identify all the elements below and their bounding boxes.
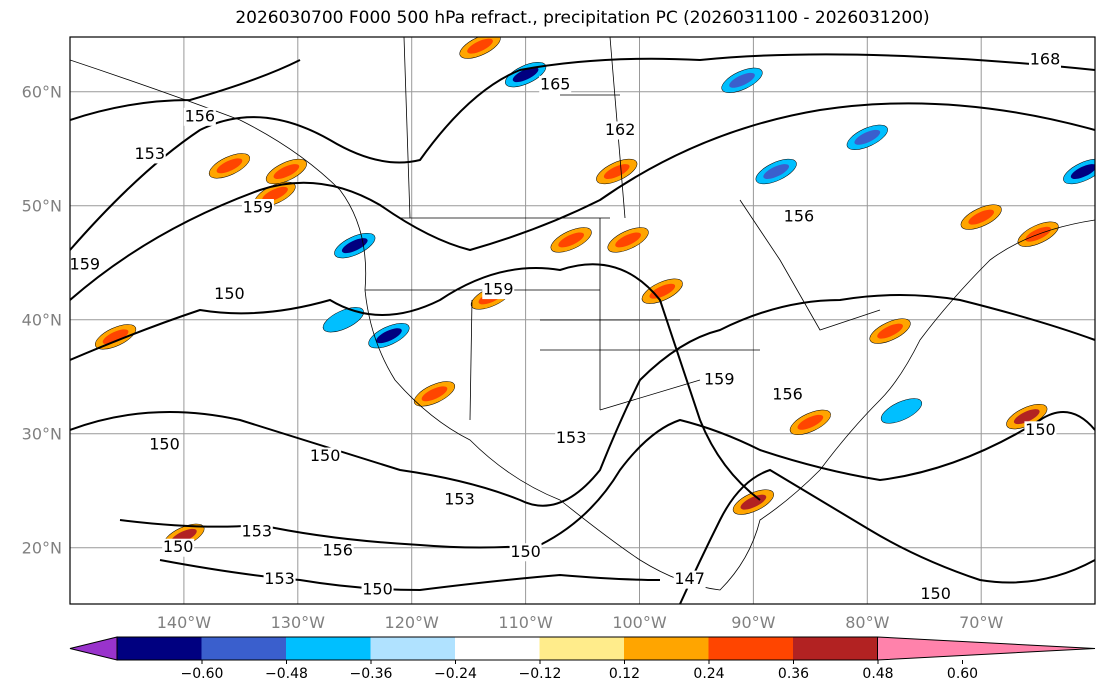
contour-label: 153	[134, 144, 165, 163]
precip-fill-layer	[95, 37, 1095, 549]
contour-label: 156	[772, 384, 803, 403]
contour-label: 150	[510, 542, 541, 561]
lon-tick-label: 80°W	[845, 613, 889, 632]
colorbar-upper-arrow	[877, 636, 1096, 661]
contour-label: 153	[264, 569, 295, 588]
colorbar-segment	[455, 637, 540, 660]
refractivity-contours	[70, 53, 1095, 604]
lon-tick-label: 130°W	[271, 613, 326, 632]
contour-label: 156	[185, 106, 216, 125]
lat-tick-label: 20°N	[22, 539, 62, 558]
colorbar-tick-label: −0.36	[350, 666, 393, 682]
colorbar-tick-label: −0.24	[434, 666, 477, 682]
lon-tick-label: 120°W	[385, 613, 440, 632]
lon-tick-label: 100°W	[612, 613, 667, 632]
contour-label: 168	[1030, 49, 1061, 68]
precip-area	[607, 227, 649, 253]
colorbar-segment	[201, 637, 287, 660]
contour-label: 150	[1025, 420, 1056, 439]
contour-label: 159	[704, 370, 735, 389]
lat-tick-label: 40°N	[22, 311, 62, 330]
contour-labels: 156 153 159 159 150 165 162 168 150 150 153 153 150 1…	[70, 49, 1061, 604]
precip-area	[789, 409, 831, 435]
precip-area	[550, 227, 592, 253]
precip-area	[368, 323, 410, 349]
contour-label: 162	[605, 120, 636, 139]
contour-label: 150	[920, 584, 951, 603]
precip-area	[95, 324, 137, 350]
precip-area	[869, 318, 911, 344]
chart-title: 2026030700 F000 500 hPa refract., precip…	[235, 8, 930, 28]
precip-area	[846, 124, 888, 150]
colorbar-segment	[370, 637, 456, 660]
precip-area	[208, 153, 251, 179]
lat-tick-label: 60°N	[22, 83, 62, 102]
contour-label: 165	[540, 74, 571, 93]
contour-label: 150	[214, 284, 245, 303]
contour-label: 156	[322, 541, 353, 560]
contour-label: 159	[483, 280, 514, 299]
contour-label: 150	[149, 435, 180, 454]
colorbar-segment	[793, 637, 878, 660]
contour-label: 159	[70, 255, 101, 274]
contour-label: 159	[243, 198, 274, 217]
colorbar-lower-arrow	[69, 636, 118, 661]
contour-label: 153	[242, 521, 273, 540]
lat-tick-label: 50°N	[22, 197, 62, 216]
colorbar-segment	[708, 637, 794, 660]
lon-tick-label: 110°W	[498, 613, 553, 632]
colorbar-segment	[117, 637, 202, 660]
colorbar-segment	[539, 637, 625, 660]
colorbar-tick-label: 0.24	[693, 666, 724, 682]
colorbar-tick-label: −0.48	[265, 666, 308, 682]
colorbar-tick-label: 0.60	[947, 666, 978, 682]
lon-tick-label: 70°W	[959, 613, 1003, 632]
precip-area	[755, 158, 797, 185]
precip-area	[1063, 158, 1095, 185]
colorbar-tick-label: 0.36	[778, 666, 809, 682]
contour-label: 156	[784, 207, 815, 226]
precip-area	[322, 307, 364, 333]
contour-label: 150	[310, 446, 341, 465]
precip-area	[596, 158, 638, 185]
contour-label: 150	[163, 537, 194, 556]
gridlines	[70, 37, 1095, 604]
precip-area	[721, 67, 763, 93]
contour-label: 147	[674, 569, 705, 588]
colorbar-segment	[286, 637, 371, 660]
axis-ticks: 60°N 50°N 40°N 30°N 20°N 140°W 130°W 120°W 110°W…	[22, 83, 1004, 632]
precip-area	[265, 158, 307, 185]
colorbar-segment	[624, 637, 709, 660]
precip-area	[334, 233, 376, 259]
contour-label: 150	[362, 579, 393, 598]
colorbar-tick-label: −0.60	[181, 666, 224, 682]
contour-label: 153	[556, 428, 587, 447]
contour-label: 153	[444, 489, 475, 508]
lon-tick-label: 90°W	[731, 613, 775, 632]
map-frame	[69, 36, 1096, 605]
precip-area	[960, 204, 1002, 230]
colorbar-tick-label: 0.12	[609, 666, 640, 682]
colorbar-tick-label: 0.48	[862, 666, 893, 682]
colorbar: −0.60 −0.48 −0.36 −0.24 −0.12 0.12 0.24 0.36 0.4…	[69, 636, 1096, 682]
lat-tick-label: 30°N	[22, 425, 62, 444]
precip-area	[880, 398, 923, 424]
precip-area	[732, 489, 774, 515]
precip-area	[413, 381, 456, 407]
precip-area	[459, 37, 501, 59]
lon-tick-label: 140°W	[157, 613, 212, 632]
colorbar-tick-label: −0.12	[519, 666, 562, 682]
precip-area	[641, 278, 683, 304]
